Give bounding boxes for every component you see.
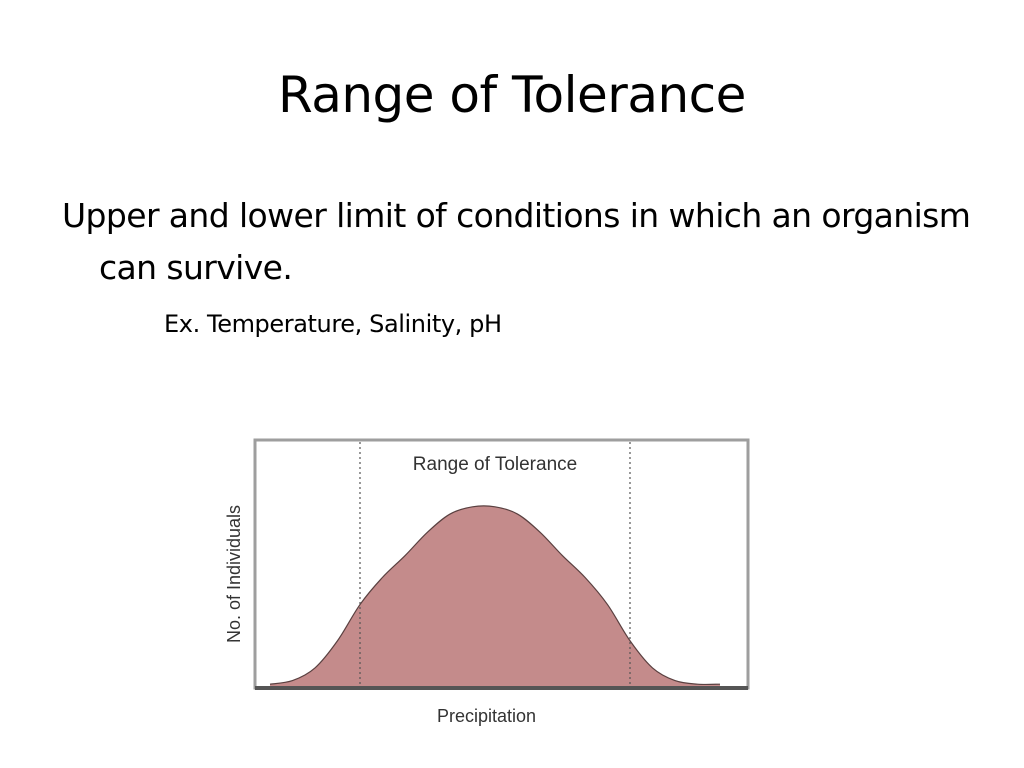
chart-title: Range of Tolerance [413, 454, 577, 475]
tolerance-chart: Range of Tolerance Precipitation No. of In… [210, 425, 770, 745]
series-line [269, 505, 721, 686]
sub-bullet-text: Ex. Temperature, Salinity, pH [164, 310, 502, 338]
x-axis-label: Precipitation [437, 706, 536, 726]
slide-title: Range of Tolerance [278, 66, 746, 124]
chart-svg: Range of Tolerance Precipitation No. of In… [224, 438, 750, 726]
bullet-text: Upper and lower limit of conditions in w… [62, 196, 971, 287]
series-area [270, 505, 720, 686]
y-axis-label: No. of Individuals [224, 505, 244, 643]
